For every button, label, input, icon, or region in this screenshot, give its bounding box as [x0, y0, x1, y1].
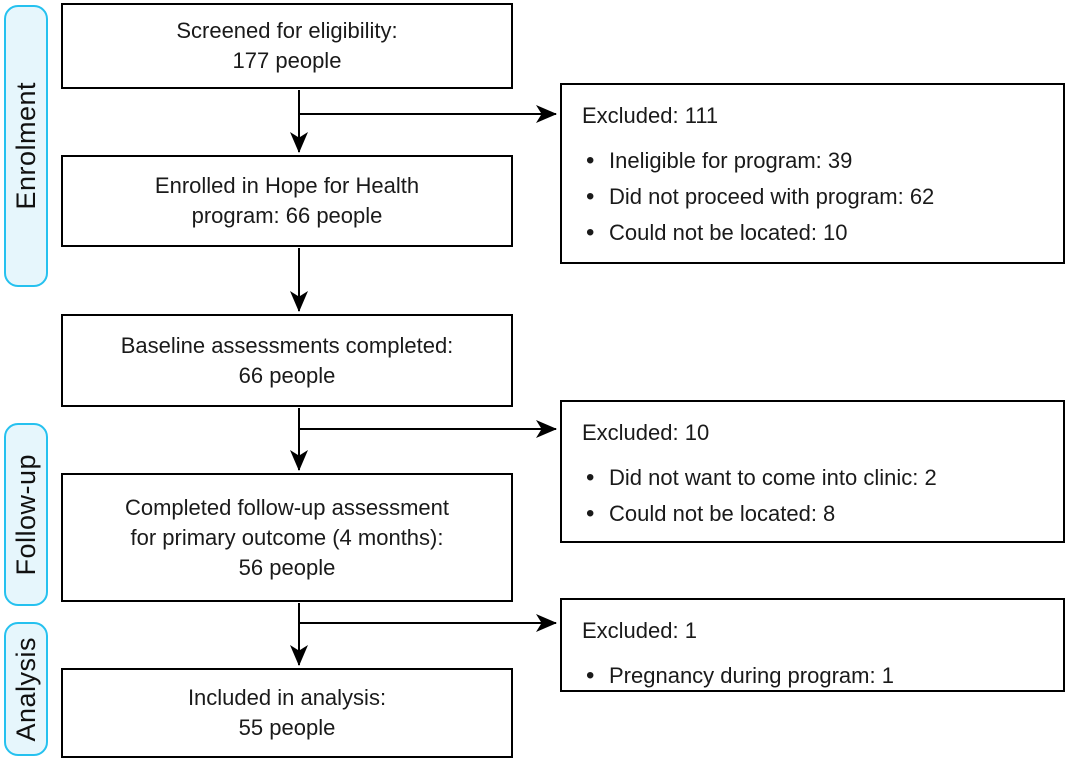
stage-label-analysis-text: Analysis	[10, 636, 41, 742]
exclusion-box-enrolment-title: Excluded: 111	[582, 103, 719, 128]
stage-label-follow-up: Follow-up	[4, 423, 48, 606]
exclusion-box-analysis: Excluded: 1 Pregnancy during program: 1	[560, 598, 1065, 694]
flow-box-baseline-line-2: 66 people	[238, 362, 336, 388]
exclusion-box-follow-up-title: Excluded: 10	[582, 420, 710, 445]
exclusion-item: Pregnancy during program: 1	[582, 658, 1055, 694]
exclusion-item: Did not want to come into clinic: 2	[582, 460, 1055, 496]
flow-box-screened-line-1: Screened for eligibility:	[176, 18, 398, 43]
flow-box-enrolled-line-2: program: 66 people	[191, 203, 383, 228]
stage-label-enrolment-text: Enrolment	[10, 82, 41, 210]
exclusion-box-enrolment-list: Ineligible for program: 39 Did not proce…	[582, 143, 1055, 251]
exclusion-box-analysis-title: Excluded: 1	[582, 618, 697, 643]
stage-label-analysis: Analysis	[4, 622, 48, 756]
stage-label-follow-up-text: Follow-up	[10, 453, 41, 576]
flow-box-follow-up-line-3: 56 people	[238, 554, 336, 580]
exclusion-item: Could not be located: 10	[582, 215, 1055, 251]
exclusion-box-follow-up-list: Did not want to come into clinic: 2 Coul…	[582, 460, 1055, 532]
exclusion-item: Could not be located: 8	[582, 496, 1055, 532]
flow-box-follow-up-assessment: Completed follow-up assessment for prima…	[61, 473, 513, 602]
flow-box-baseline: Baseline assessments completed: 66 peopl…	[61, 314, 513, 407]
exclusion-box-analysis-list: Pregnancy during program: 1	[582, 658, 1055, 694]
flow-box-enrolled-line-1: Enrolled in Hope for Health	[154, 173, 420, 198]
flow-box-enrolled: Enrolled in Hope for Health program: 66 …	[61, 155, 513, 247]
exclusion-item: Did not proceed with program: 62	[582, 179, 1055, 215]
flow-box-included-analysis: Included in analysis: 55 people	[61, 668, 513, 758]
flow-box-follow-up-line-2: for primary outcome (4 months):	[130, 524, 444, 550]
flow-box-screened: Screened for eligibility: 177 people	[61, 3, 513, 89]
exclusion-item: Ineligible for program: 39	[582, 143, 1055, 179]
exclusion-box-enrolment: Excluded: 111 Ineligible for program: 39…	[560, 83, 1065, 264]
flow-box-follow-up-line-1: Completed follow-up assessment	[124, 494, 450, 520]
flow-box-baseline-line-1: Baseline assessments completed:	[120, 332, 454, 358]
exclusion-box-follow-up: Excluded: 10 Did not want to come into c…	[560, 400, 1065, 543]
flow-box-analysis-line-1: Included in analysis:	[187, 685, 387, 710]
stage-label-enrolment: Enrolment	[4, 5, 48, 287]
flow-box-analysis-line-2: 55 people	[238, 715, 336, 740]
flow-box-screened-line-2: 177 people	[232, 48, 342, 73]
